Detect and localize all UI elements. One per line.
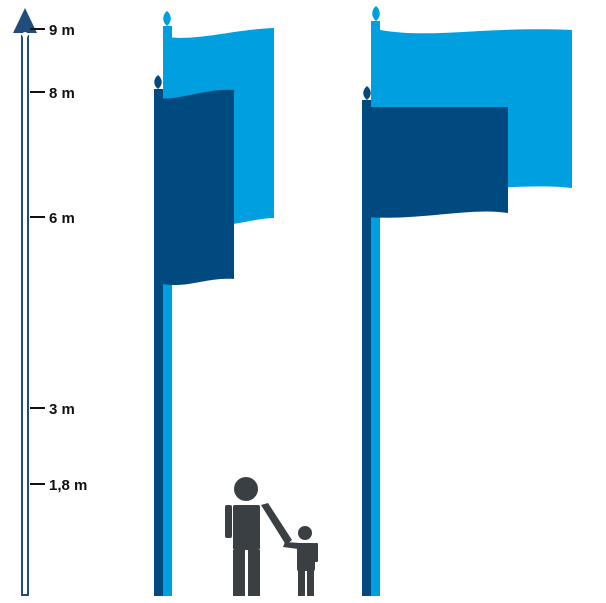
scale-label-1-8m: 1,8 m	[49, 477, 87, 494]
pole-light-blue-right	[371, 21, 380, 596]
scale-label-3m: 3 m	[49, 401, 75, 418]
flagpole-8m-right	[362, 86, 508, 596]
flag-dark-blue-right	[366, 107, 508, 218]
flagpole-9m-right	[371, 6, 572, 596]
scale-label-9m: 9 m	[49, 22, 75, 39]
flag-dark-blue-left	[158, 89, 234, 286]
child-person-icon	[283, 526, 318, 596]
finial-dark-blue-right	[363, 86, 371, 100]
scale-label-6m: 6 m	[49, 210, 75, 227]
finial-light-blue-left	[163, 11, 171, 26]
pole-light-blue-left	[163, 26, 172, 596]
height-scale: 9 m 8 m 6 m 3 m 1,8 m	[13, 8, 87, 596]
scale-tick-9m: 9 m	[30, 22, 75, 39]
scale-tick-1-8m: 1,8 m	[30, 477, 87, 494]
scale-tick-6m: 6 m	[30, 210, 75, 227]
scale-label-8m: 8 m	[49, 85, 75, 102]
flagpole-8m-left	[154, 75, 234, 596]
pole-dark-blue-left	[154, 89, 163, 596]
scale-tick-8m: 8 m	[30, 85, 75, 102]
scale-tick-3m: 3 m	[30, 401, 75, 418]
scale-shaft	[21, 35, 29, 596]
adult-person-icon	[225, 477, 292, 596]
scale-top-dot	[22, 32, 28, 38]
finial-light-blue-right	[372, 6, 380, 21]
flagpole-group-left	[154, 11, 274, 596]
flagpole-group-right	[362, 6, 572, 596]
arrow-up-icon	[13, 8, 37, 33]
pole-dark-blue-right	[362, 100, 371, 596]
finial-dark-blue-left	[154, 75, 162, 89]
